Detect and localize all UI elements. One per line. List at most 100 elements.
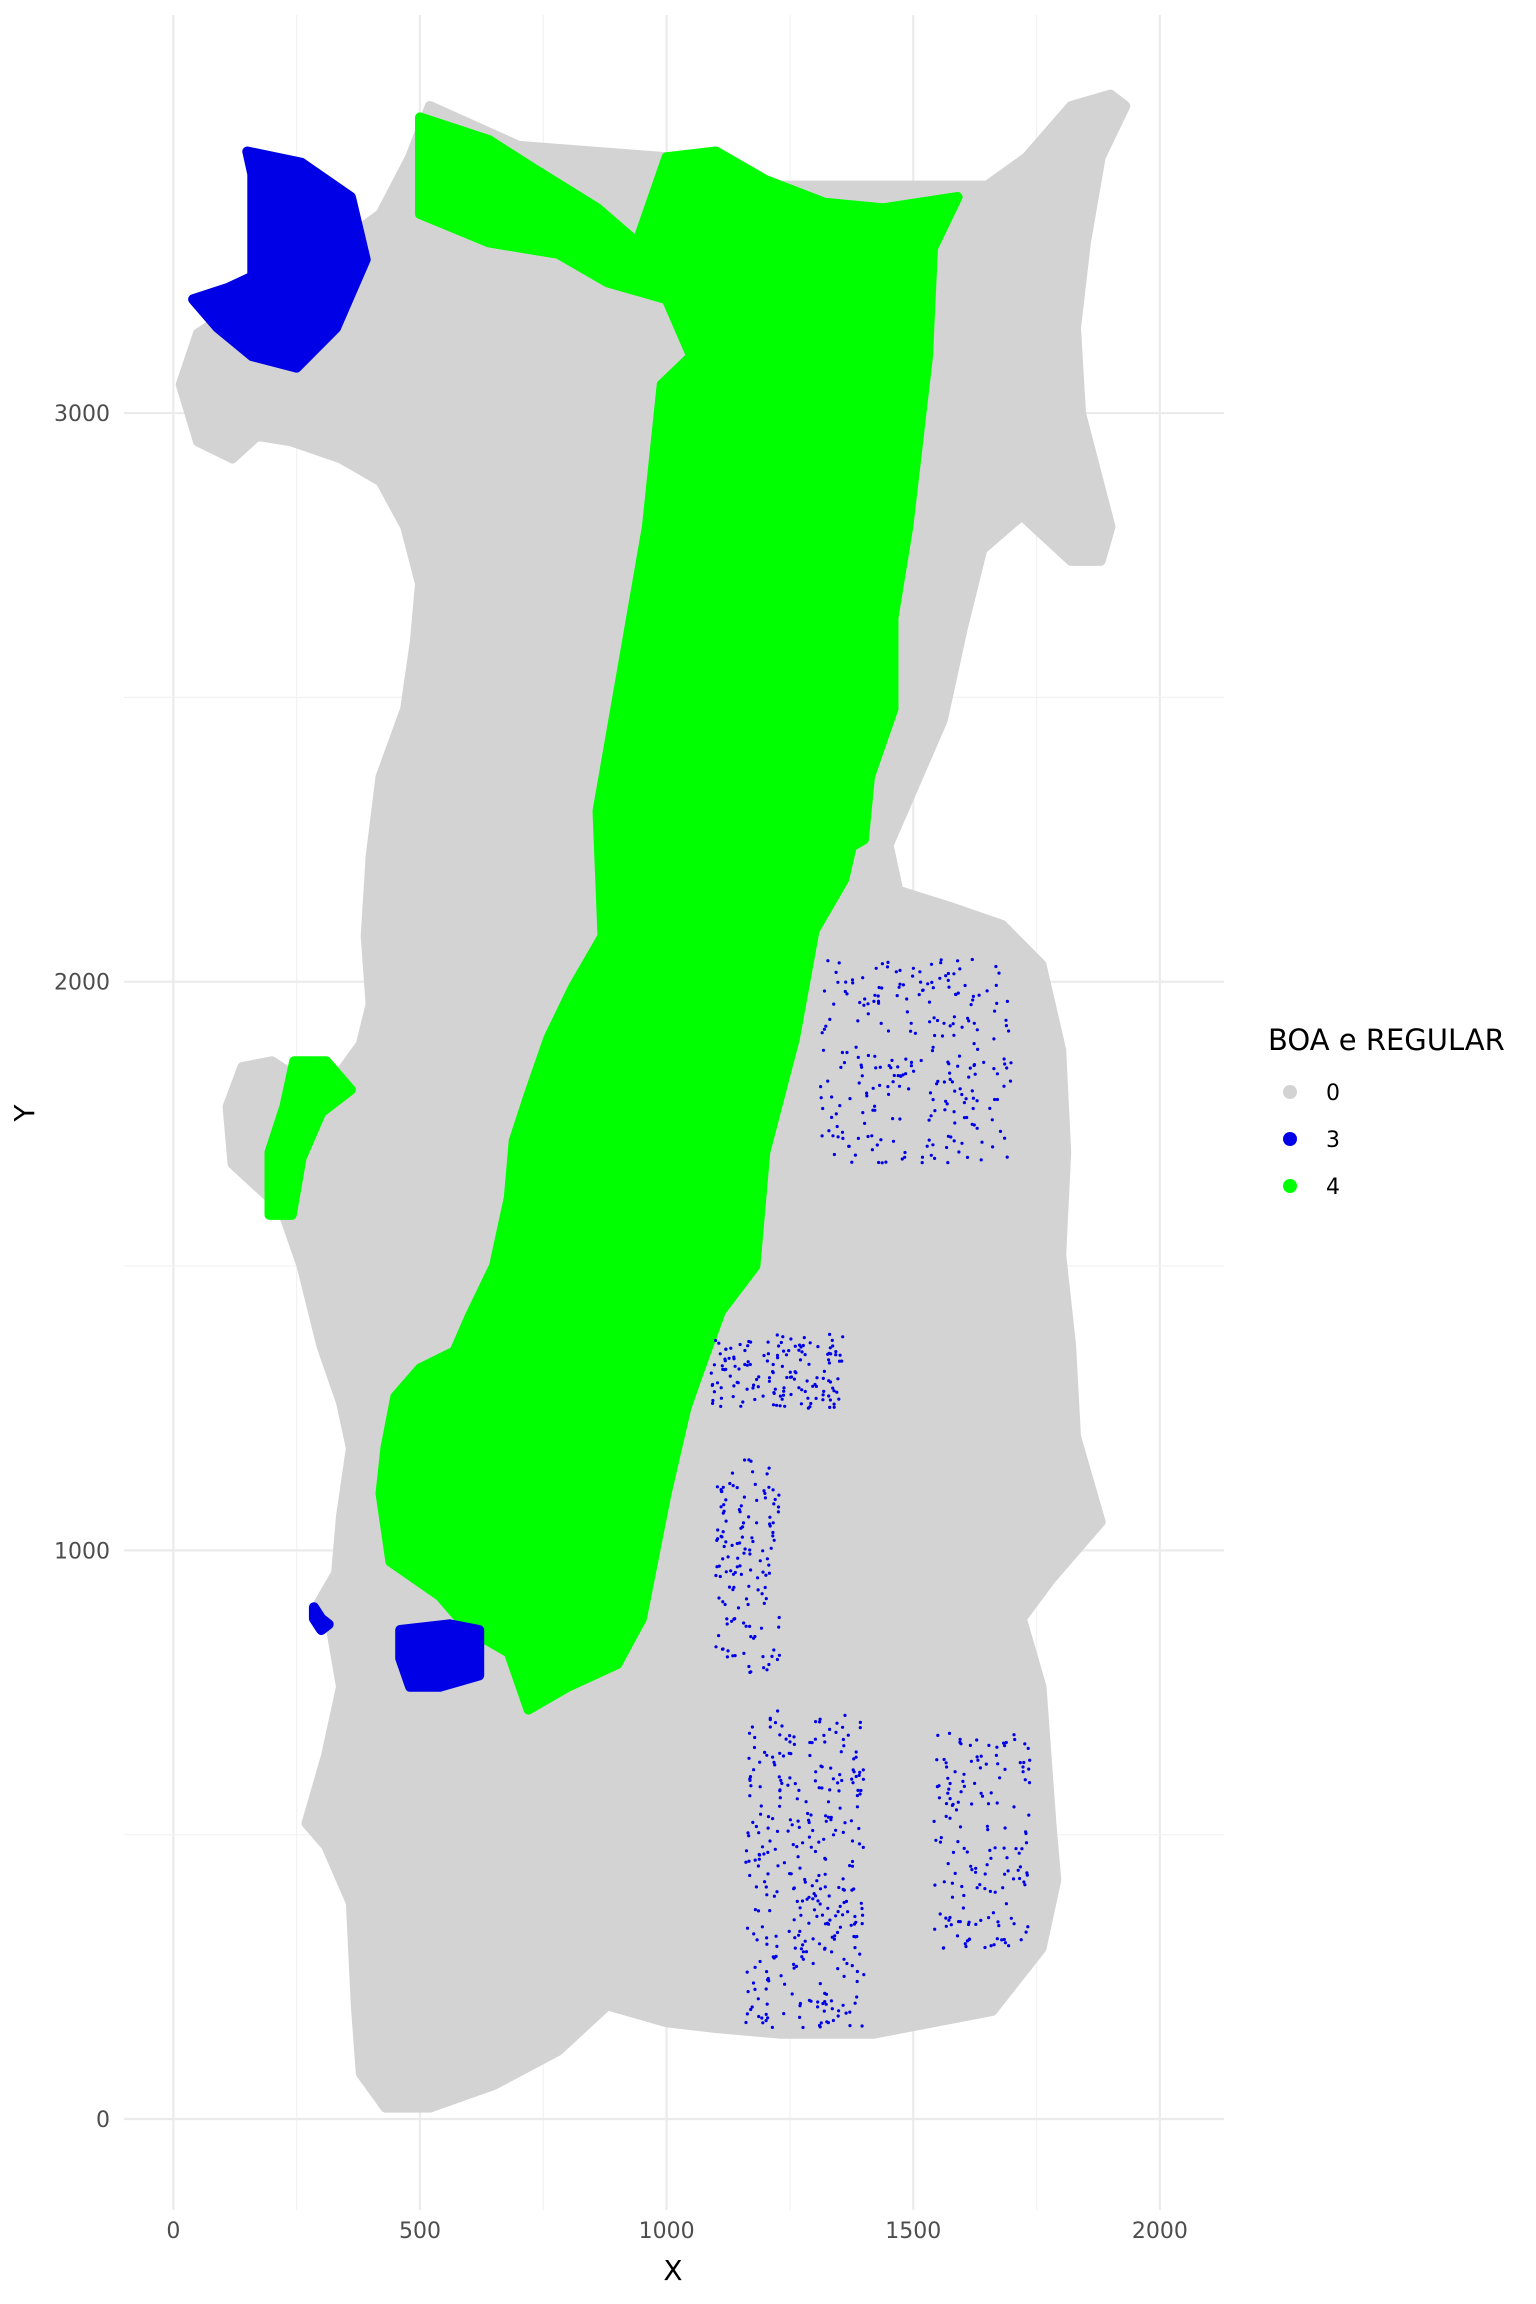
data-point [873, 1104, 877, 1108]
data-point [932, 1016, 936, 1020]
y-axis-ticks: 0 1000 2000 3000 [54, 402, 110, 2133]
data-point [841, 1887, 845, 1891]
data-point [978, 1883, 982, 1887]
data-point [1003, 1872, 1007, 1876]
data-point [968, 1066, 972, 1070]
data-point [792, 1735, 796, 1739]
data-point [821, 2001, 825, 2006]
data-point [920, 1155, 925, 1159]
data-point [951, 1850, 956, 1854]
data-point [834, 1828, 838, 1832]
data-point [907, 1087, 911, 1091]
data-point [788, 1734, 792, 1738]
data-point [775, 1890, 779, 1894]
data-point [828, 1727, 832, 1731]
data-point [835, 1930, 840, 1935]
data-point [723, 1359, 727, 1363]
data-point [754, 1824, 759, 1829]
data-point [858, 1770, 862, 1774]
legend-label-4: 4 [1326, 1175, 1340, 1200]
data-point [1012, 1805, 1016, 1809]
data-point [818, 1982, 822, 1986]
data-point [898, 968, 902, 973]
data-point [747, 1756, 751, 1760]
data-point [1027, 1767, 1031, 1771]
data-point [866, 1012, 870, 1016]
data-point [880, 962, 885, 966]
data-point [828, 1788, 832, 1792]
data-point [749, 1784, 753, 1788]
data-point [866, 1002, 870, 1006]
data-point [793, 1936, 797, 1940]
data-point [792, 1886, 796, 1890]
data-point [896, 1065, 900, 1069]
data-point [807, 1921, 811, 1925]
data-point [828, 1017, 832, 1022]
data-point [824, 1814, 828, 1818]
data-point [958, 1087, 962, 1091]
data-point [751, 1470, 755, 1474]
data-point [962, 1784, 967, 1788]
data-point [965, 1850, 969, 1854]
data-point [807, 1835, 812, 1839]
data-point [832, 1937, 837, 1941]
data-point [995, 1745, 999, 1749]
data-point [760, 2016, 764, 2020]
data-point [886, 960, 890, 965]
data-point [967, 1019, 971, 1023]
data-point [807, 1998, 812, 2002]
data-point [1007, 1029, 1011, 1033]
data-point [991, 1911, 996, 1915]
data-point [861, 1913, 865, 1917]
data-point [909, 1021, 913, 1025]
data-point [912, 1069, 916, 1073]
data-point [805, 1379, 809, 1383]
data-point [938, 1912, 942, 1916]
data-point [826, 2021, 831, 2025]
data-point [783, 1982, 787, 1986]
data-point [774, 1954, 778, 1958]
data-point [844, 1899, 849, 1903]
data-point [897, 985, 901, 989]
x-tick-label: 2000 [1132, 2219, 1188, 2244]
data-point [845, 1050, 849, 1055]
data-point [739, 1572, 744, 1576]
data-point [952, 1015, 957, 1019]
data-point [777, 1344, 781, 1348]
data-point [735, 1565, 739, 1569]
data-point [890, 1058, 894, 1062]
data-point [1016, 1868, 1020, 1872]
data-point [848, 1097, 852, 1101]
data-point [715, 1485, 720, 1489]
data-point [969, 1759, 974, 1763]
data-point [971, 1106, 975, 1111]
data-point [931, 1143, 935, 1147]
data-point [820, 1765, 824, 1769]
data-point [958, 967, 962, 971]
data-point [798, 1906, 802, 1910]
data-point [952, 972, 956, 976]
data-point [779, 1778, 783, 1782]
data-point [898, 982, 902, 986]
data-point [948, 1781, 952, 1786]
data-point [983, 1945, 987, 1950]
data-point [874, 1066, 878, 1070]
data-point [946, 978, 950, 983]
legend-key-3 [1283, 1132, 1297, 1146]
data-point [763, 1750, 767, 1754]
data-point [719, 1404, 723, 1408]
data-point [725, 1655, 730, 1659]
data-point [919, 1058, 923, 1063]
data-point [947, 1918, 951, 1922]
data-point [960, 1884, 964, 1889]
data-point [1020, 1847, 1024, 1851]
data-point [832, 1152, 837, 1157]
data-point [974, 1870, 978, 1874]
data-point [765, 1557, 770, 1561]
data-point [841, 1136, 845, 1140]
data-point [766, 2016, 770, 2020]
data-point [716, 1528, 720, 1532]
region-class-3-5 [395, 1619, 485, 1692]
data-point [903, 1155, 907, 1159]
data-point [1024, 1841, 1029, 1845]
